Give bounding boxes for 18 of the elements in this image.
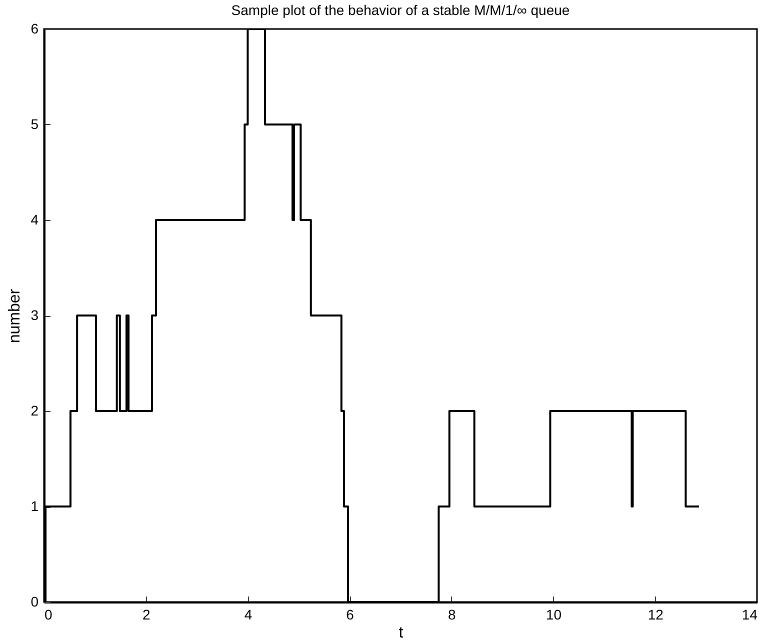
x-tick-label: 2 (142, 606, 150, 622)
y-tick-label: 1 (30, 498, 39, 514)
y-tick-label: 5 (30, 116, 39, 132)
x-tick-label: 14 (742, 606, 758, 622)
y-tick-label: 0 (30, 594, 39, 610)
y-tick-label: 3 (30, 307, 39, 323)
x-tick-label: 4 (244, 606, 252, 622)
y-tick-label: 6 (30, 20, 39, 36)
x-tick-label: 0 (44, 606, 52, 622)
x-tick-label: 12 (648, 606, 664, 622)
y-tick-label: 2 (30, 402, 39, 418)
chart-title: Sample plot of the behavior of a stable M/M/1/∞ queue (231, 2, 570, 18)
x-tick-label: 8 (448, 606, 456, 622)
x-axis-title: t (398, 624, 404, 642)
y-tick-label: 4 (30, 212, 39, 228)
x-tick-label: 6 (346, 606, 354, 622)
x-tick-label: 10 (546, 606, 562, 622)
y-axis-title: number (6, 288, 24, 344)
